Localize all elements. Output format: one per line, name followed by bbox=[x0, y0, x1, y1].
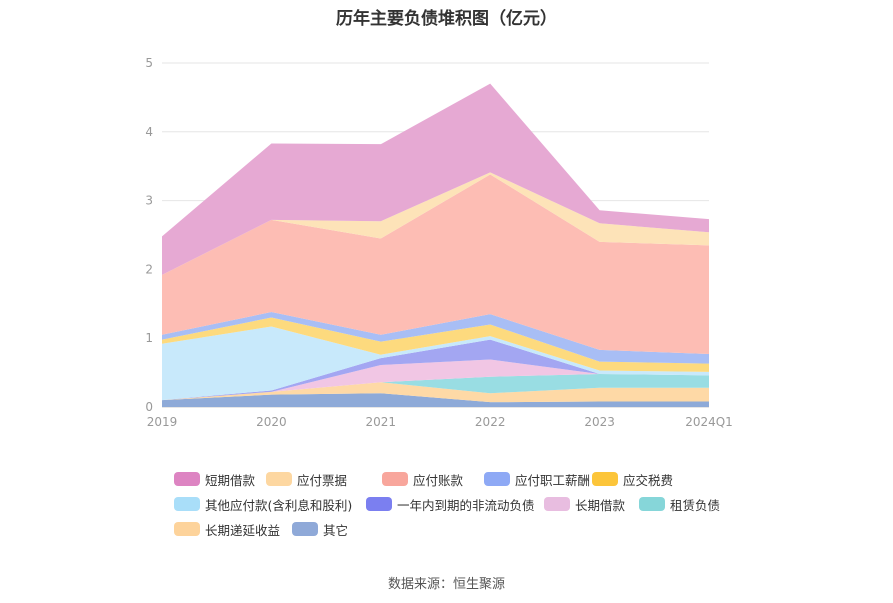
y-tick-label: 4 bbox=[145, 125, 153, 139]
legend-label: 一年内到期的非流动负债 bbox=[397, 497, 535, 513]
x-tick-label: 2021 bbox=[366, 415, 397, 429]
x-tick-label: 2022 bbox=[475, 415, 506, 429]
legend-item[interactable]: 长期递延收益 bbox=[174, 520, 280, 538]
legend-swatch bbox=[174, 472, 200, 486]
legend-item[interactable]: 应付票据 bbox=[266, 470, 347, 488]
y-tick-label: 5 bbox=[145, 56, 153, 70]
chart-title: 历年主要负债堆积图（亿元） bbox=[336, 9, 557, 29]
legend-label: 应交税费 bbox=[623, 472, 674, 488]
legend-label: 其它 bbox=[323, 522, 349, 538]
x-tick-label: 2024Q1 bbox=[685, 415, 733, 429]
area-series bbox=[162, 174, 709, 355]
legend-item[interactable]: 短期借款 bbox=[174, 470, 255, 488]
legend-label: 租赁负债 bbox=[670, 497, 721, 513]
x-tick-label: 2023 bbox=[584, 415, 615, 429]
area-series bbox=[162, 373, 709, 401]
legend-item[interactable]: 其他应付款(含利息和股利) bbox=[174, 495, 352, 513]
x-tick-label: 2019 bbox=[147, 415, 178, 429]
legend-swatch bbox=[484, 472, 510, 486]
area-series bbox=[162, 382, 709, 403]
area-series bbox=[162, 317, 709, 372]
legend-item[interactable]: 其它 bbox=[292, 520, 348, 538]
area-series bbox=[162, 326, 709, 401]
legend-swatch bbox=[382, 472, 408, 486]
y-tick-label: 2 bbox=[145, 262, 153, 276]
legend-label: 应付职工薪酬 bbox=[515, 472, 591, 488]
y-tick-label: 3 bbox=[145, 194, 153, 208]
area-series bbox=[162, 359, 709, 401]
data-source: 数据来源：恒生聚源 bbox=[387, 577, 505, 592]
legend-swatch bbox=[544, 497, 570, 511]
legend-swatch bbox=[592, 472, 618, 486]
legend-item[interactable]: 一年内到期的非流动负债 bbox=[366, 495, 535, 513]
area-series bbox=[162, 393, 709, 407]
legend-item[interactable]: 应付职工薪酬 bbox=[484, 470, 590, 488]
area-series bbox=[162, 339, 709, 401]
area-series bbox=[162, 83, 709, 275]
legend-label: 长期递延收益 bbox=[205, 522, 281, 538]
legend-label: 长期借款 bbox=[575, 497, 626, 513]
legend-item[interactable]: 应付账款 bbox=[382, 470, 463, 488]
y-tick-label: 1 bbox=[145, 331, 153, 345]
legend-swatch bbox=[266, 472, 292, 486]
legend-label: 应付账款 bbox=[413, 472, 464, 488]
legend-swatch bbox=[174, 497, 200, 511]
legend-label: 应付票据 bbox=[297, 472, 348, 488]
legend-label: 其他应付款(含利息和股利) bbox=[205, 497, 353, 513]
legend-item[interactable]: 租赁负债 bbox=[639, 495, 720, 513]
legend-swatch bbox=[366, 497, 392, 511]
legend-label: 短期借款 bbox=[205, 472, 256, 488]
legend-swatch bbox=[292, 522, 318, 536]
legend-swatch bbox=[174, 522, 200, 536]
legend-swatch bbox=[639, 497, 665, 511]
x-tick-label: 2020 bbox=[256, 415, 287, 429]
y-tick-label: 0 bbox=[145, 400, 153, 414]
legend-item[interactable]: 长期借款 bbox=[544, 495, 625, 513]
area-series bbox=[162, 172, 709, 275]
area-series bbox=[162, 312, 709, 364]
legend-item[interactable]: 应交税费 bbox=[592, 470, 673, 488]
